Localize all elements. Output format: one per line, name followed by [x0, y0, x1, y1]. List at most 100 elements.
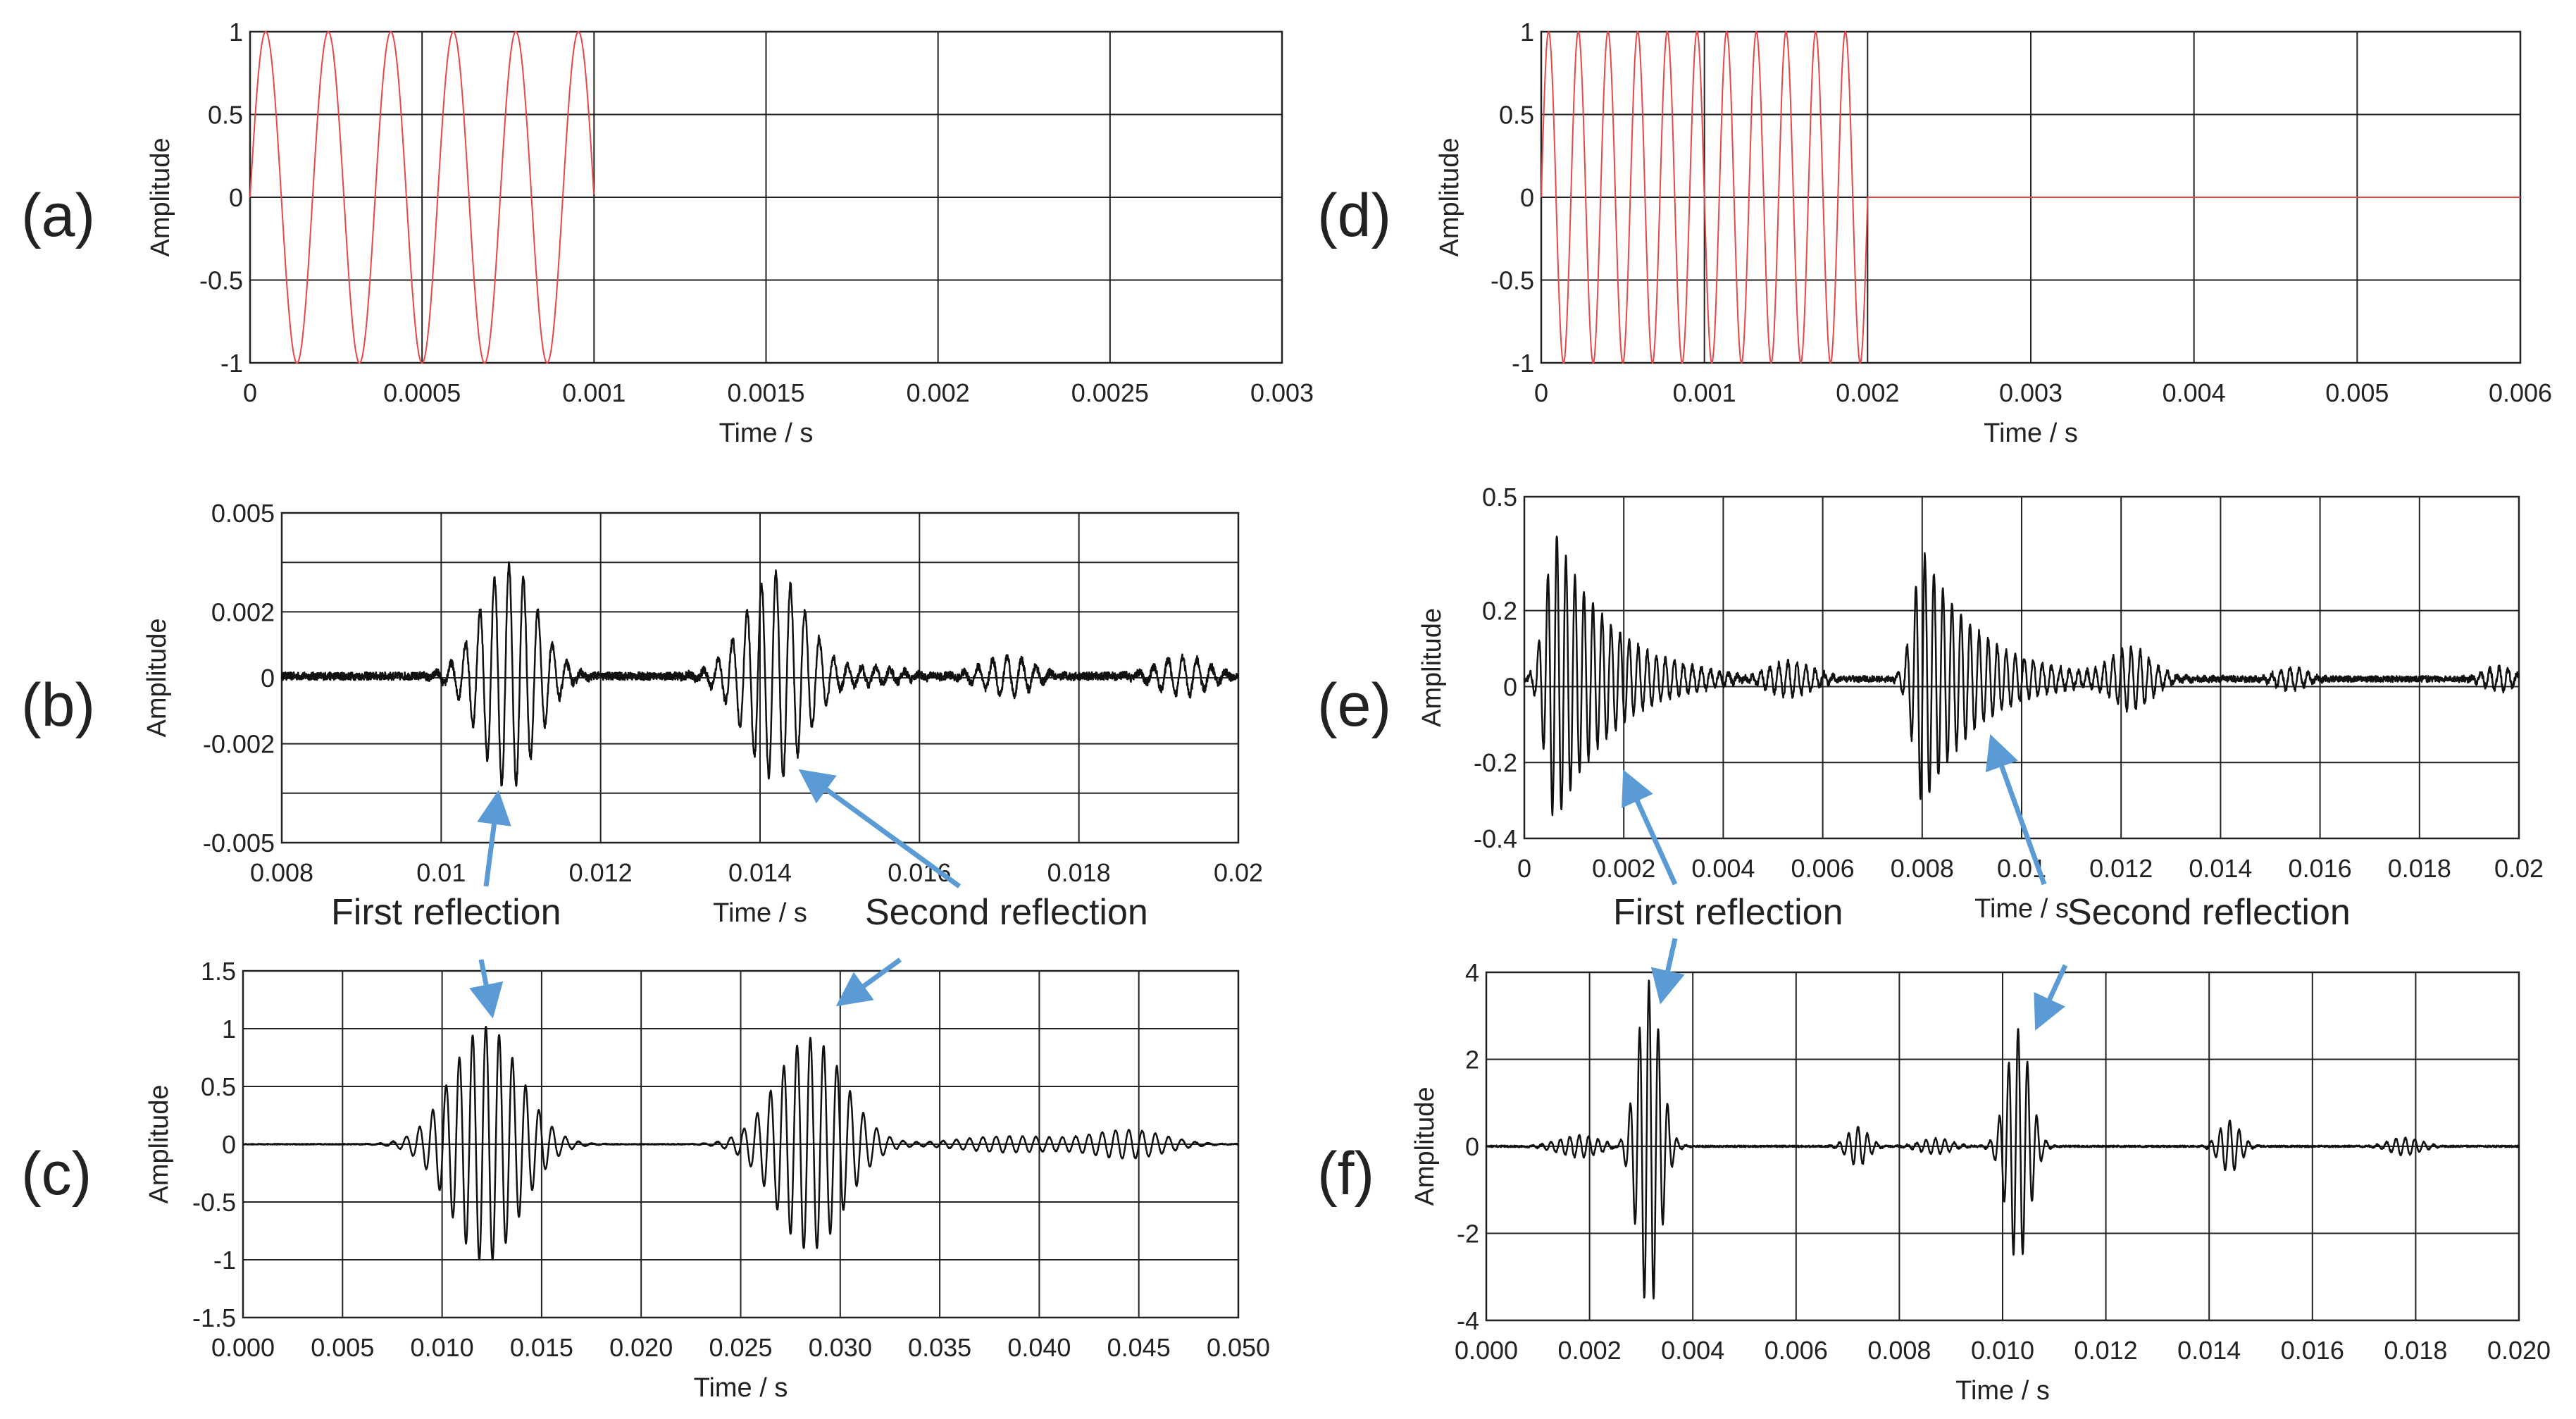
y-tick-label: 2 [1465, 1046, 1479, 1074]
x-tick-label: 0.018 [1047, 858, 1111, 887]
y-tick-label: -0.5 [199, 266, 243, 295]
y-tick-label: 0.5 [1499, 101, 1534, 130]
y-tick-label: 0 [229, 183, 243, 212]
x-tick-label: 0.006 [1765, 1336, 1828, 1365]
x-tick-label: 0.006 [2489, 378, 2552, 407]
x-tick-label: 0.016 [2281, 1336, 2344, 1365]
x-tick-label: 0.004 [2163, 378, 2226, 407]
arrow-first-reflection-b [477, 790, 511, 887]
y-tick-label: 0 [261, 664, 275, 693]
x-tick-label: 0.050 [1207, 1333, 1270, 1362]
x-tick-label: 0.000 [1455, 1336, 1518, 1365]
chart-panel-b: (b)0.008 0.01 0.012 0.014 0.016 0.018 0.020.00… [21, 499, 1263, 928]
y-axis-title: Amplitude [1435, 138, 1464, 257]
series-line-f [1485, 979, 2520, 1300]
y-tick-label: 0 [1520, 183, 1534, 212]
y-tick-label: -0.5 [192, 1188, 236, 1217]
first-reflection-label-left: First reflection [331, 892, 561, 933]
x-tick-label: 0.016 [2289, 854, 2352, 883]
arrow-second-reflection-f [2034, 964, 2068, 1031]
y-axis-title: Amplitude [142, 619, 172, 738]
series-line-b [280, 561, 1240, 787]
y-tick-label: 1.5 [201, 957, 236, 986]
chart-panel-c: (c) 0.000 0.005 0.010 0.015 0.020 0.025 0.030 0.… [21, 957, 1270, 1403]
y-tick-label: -0.005 [203, 829, 275, 857]
arrow-first-reflection-e [1622, 769, 1678, 886]
x-tick-label: 0.035 [908, 1333, 971, 1362]
y-tick-label: 1 [1520, 18, 1534, 47]
y-tick-label: 0.002 [211, 597, 275, 626]
y-tick-label: 4 [1465, 958, 1479, 987]
series-line-e [1523, 535, 2520, 817]
y-tick-label: 0.2 [1482, 597, 1517, 626]
x-tick-label: 0.008 [250, 858, 313, 887]
panel-label-b: (b) [21, 671, 95, 739]
x-tick-label: 0.008 [1891, 854, 1954, 883]
panel-label-a: (a) [21, 182, 95, 249]
series-line-a [249, 31, 595, 364]
x-tick-label: 0 [243, 378, 257, 407]
y-tick-label: 0 [1465, 1132, 1479, 1161]
x-tick-label: 0.006 [1791, 854, 1855, 883]
x-tick-label: 0.020 [2487, 1336, 2551, 1365]
x-tick-label: 0.0005 [383, 378, 461, 407]
x-tick-label: 0.010 [1971, 1336, 2034, 1365]
x-tick-label: 0.005 [2325, 378, 2389, 407]
y-axis-title: Amplitude [146, 138, 175, 257]
y-tick-label: -0.5 [1491, 266, 1534, 295]
x-axis-title: Time / s [713, 898, 807, 928]
x-tick-label: 0.008 [1867, 1336, 1931, 1365]
y-axis-title: Amplitude [144, 1085, 174, 1204]
y-tick-label: -4 [1457, 1306, 1479, 1335]
first-reflection-label-right: First reflection [1613, 892, 1843, 933]
y-axis-title: Amplitude [1417, 608, 1447, 727]
y-tick-label: 0.5 [208, 101, 243, 130]
x-tick-label: 0.015 [510, 1333, 573, 1362]
x-tick-label: 0.040 [1007, 1333, 1071, 1362]
x-tick-label: 0.001 [1673, 378, 1736, 407]
x-axis-title: Time / s [1955, 1376, 2050, 1406]
x-tick-label: 0.005 [311, 1333, 374, 1362]
x-tick-label: 0.018 [2388, 854, 2451, 883]
x-tick-label: 0.0015 [727, 378, 804, 407]
x-axis-title: Time / s [719, 419, 814, 448]
panel-label-e: (e) [1317, 671, 1391, 739]
x-tick-label: 0.003 [1250, 378, 1314, 407]
x-tick-label: 0.012 [2089, 854, 2153, 883]
arrow-second-reflection-c [835, 958, 902, 1007]
chart-panel-a: (a) 0 0.0005 0.001 0.0015 0.002 0.0025 0.003 1 0.… [21, 18, 1314, 448]
y-tick-label: -1 [1512, 349, 1534, 378]
x-tick-label: 0.014 [728, 858, 792, 887]
x-tick-label: 0.001 [562, 378, 626, 407]
x-tick-label: 0.012 [2074, 1336, 2138, 1365]
x-tick-label: 0.002 [1836, 378, 1899, 407]
x-tick-label: 0.014 [2177, 1336, 2241, 1365]
x-tick-label: 0.02 [2494, 854, 2544, 883]
y-tick-label: 1 [222, 1015, 236, 1043]
y-tick-label: 0.5 [1482, 483, 1517, 512]
arrow-second-reflection-e [1985, 733, 2047, 886]
panel-label-f: (f) [1317, 1140, 1374, 1208]
x-tick-label: 0 [1517, 854, 1531, 883]
x-tick-label: 0.002 [907, 378, 970, 407]
x-tick-label: 0.01 [416, 858, 466, 887]
chart-panel-d: (d)0 0.001 0.002 0.003 0.004 0.005 0.00610.50-… [1317, 18, 2552, 448]
chart-panel-f: (f) 0.000 0.002 0.004 0.006 0.008 0.010 0.012 0.… [1317, 958, 2551, 1406]
arrow-first-reflection-f [1650, 938, 1685, 1005]
series-line-d [1541, 31, 2521, 364]
x-tick-label: 0.002 [1592, 854, 1655, 883]
panel-label-c: (c) [21, 1140, 92, 1208]
y-axis-title: Amplitude [1410, 1087, 1440, 1206]
y-tick-label: -1 [220, 349, 243, 378]
y-tick-label: 0 [222, 1130, 236, 1159]
x-tick-label: 0.014 [2189, 854, 2252, 883]
panel-label-d: (d) [1317, 182, 1391, 249]
y-tick-label: -0.2 [1474, 748, 1517, 777]
x-tick-label: 0.0025 [1071, 378, 1149, 407]
y-tick-label: 0.5 [201, 1072, 236, 1101]
y-tick-label: -0.002 [203, 730, 275, 759]
arrow-second-reflection-b [798, 769, 962, 888]
y-tick-label: -0.4 [1474, 824, 1517, 853]
x-tick-label: 0.025 [709, 1333, 772, 1362]
